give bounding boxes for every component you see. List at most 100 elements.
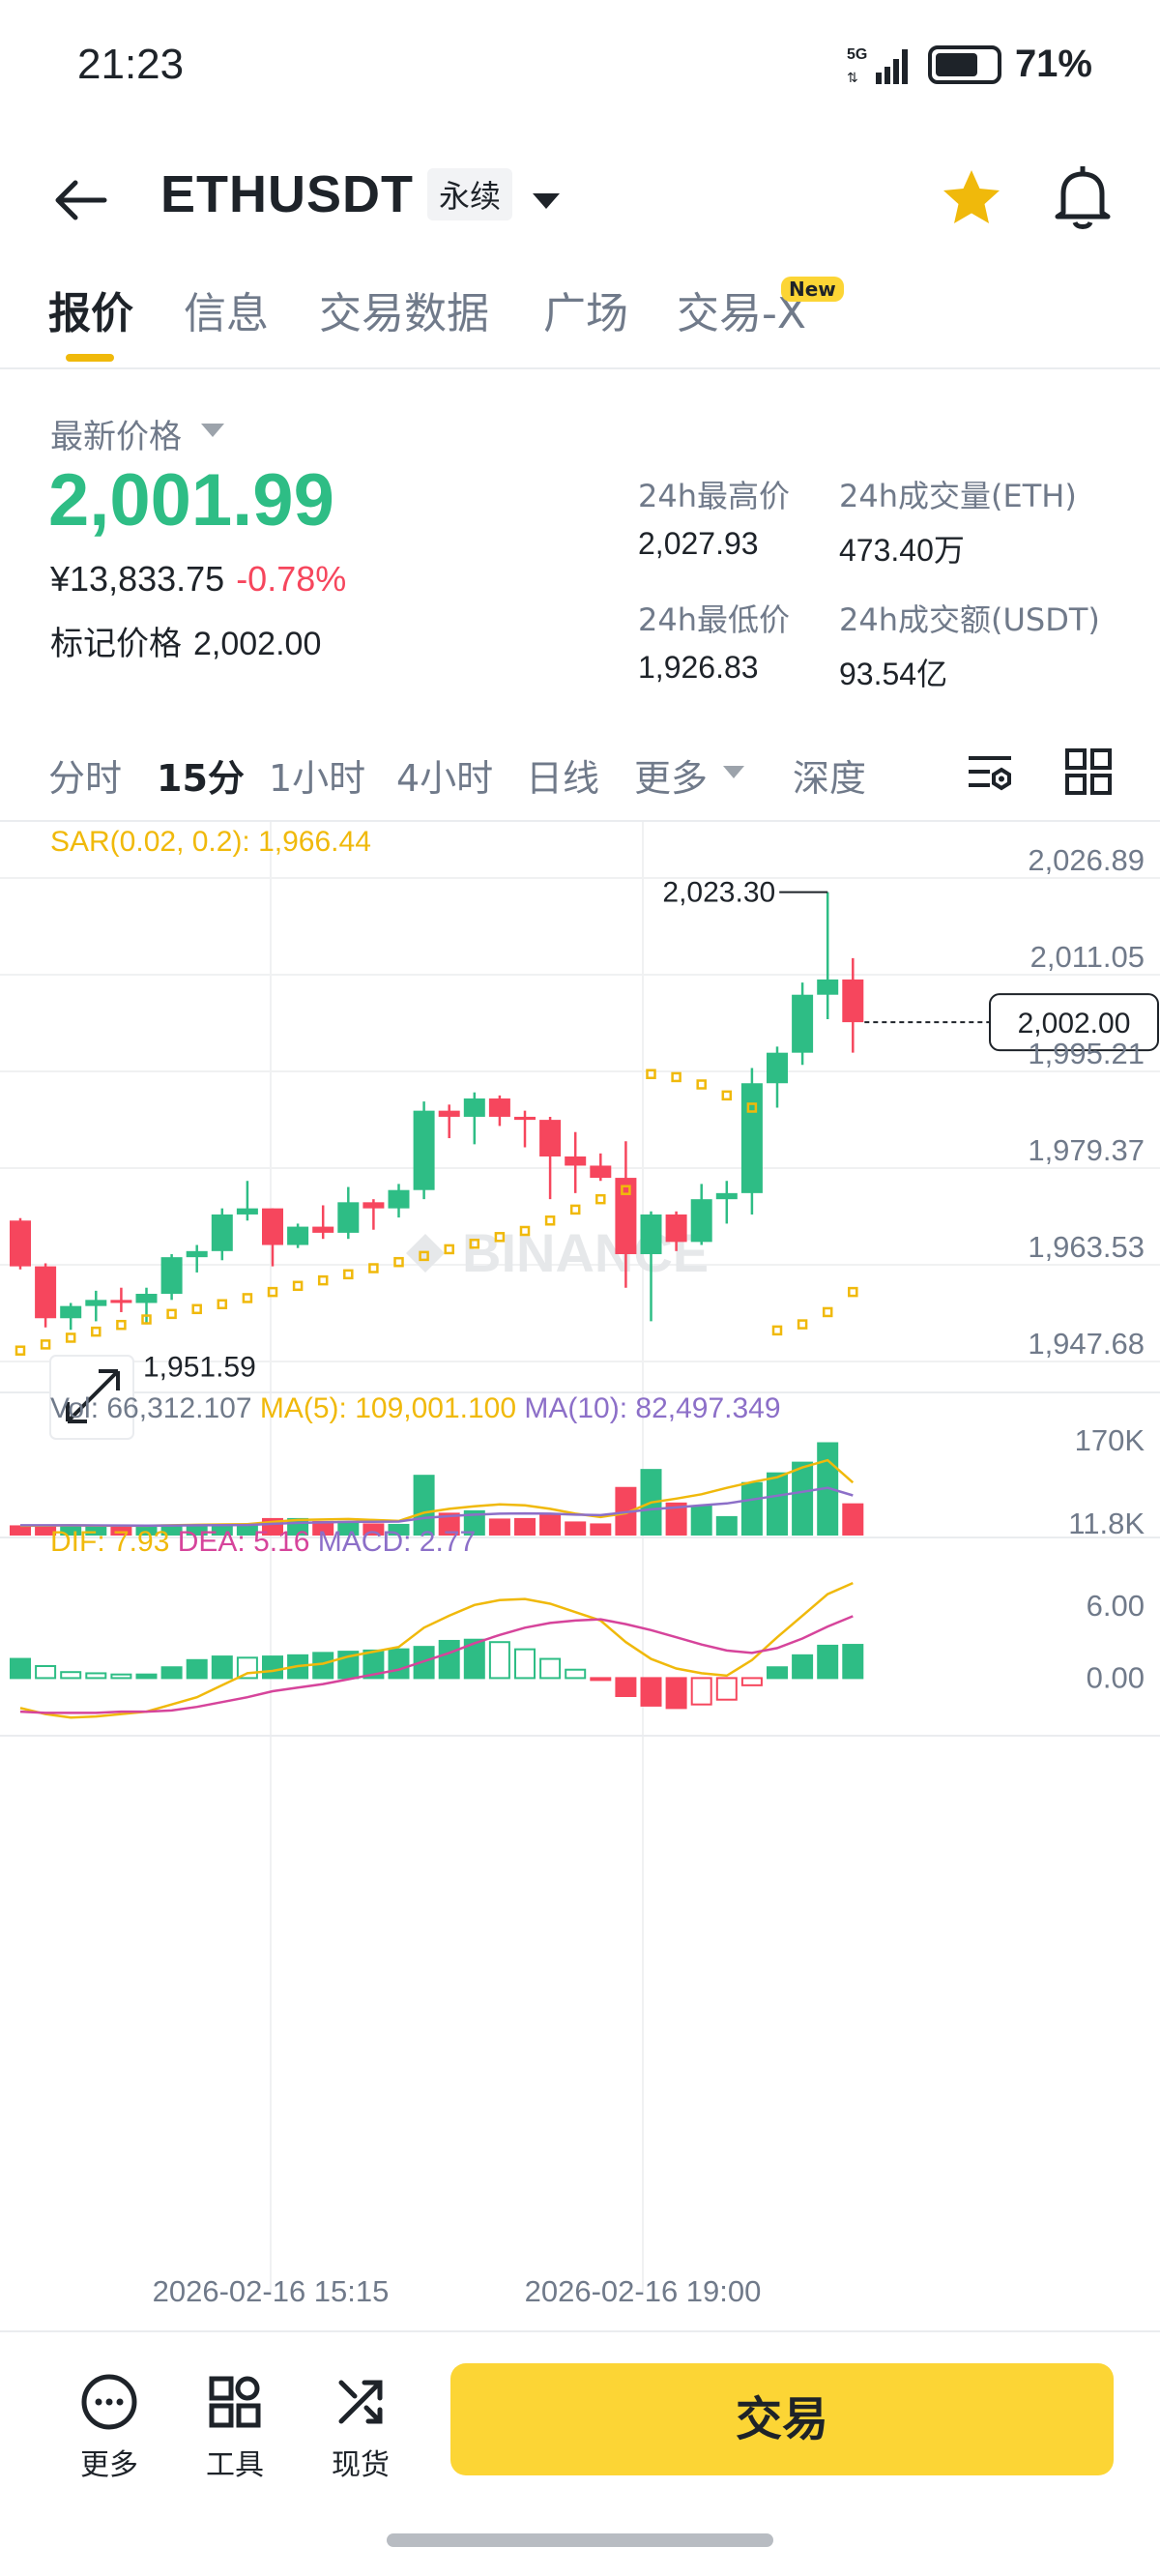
price-summary: 最新价格 2,001.99 ¥13,833.75 -0.78% 标记价格 2,002…: [0, 387, 1160, 706]
price-axis-tick: 2,026.89: [1028, 843, 1145, 877]
sar-dot: [519, 1225, 531, 1237]
active-tab-indicator: [66, 354, 114, 362]
volume-bar: [186, 1524, 208, 1536]
volume-bar: [413, 1475, 435, 1536]
candle-body: [60, 1305, 82, 1319]
candle: [110, 1287, 132, 1312]
tf-line[interactable]: 分时: [48, 757, 123, 800]
tf-4h[interactable]: 4小时: [396, 757, 494, 800]
candle-body: [337, 1202, 360, 1233]
sar-dot: [646, 1068, 656, 1080]
stat-24h-high: 24h最高价 2,027.93: [638, 472, 790, 562]
tf-15m[interactable]: 15分: [157, 757, 245, 800]
price-axis-tick: 1,963.53: [1028, 1230, 1145, 1264]
candle: [85, 1290, 107, 1322]
volume-bar: [514, 1517, 536, 1536]
expand-chart-icon[interactable]: [49, 1355, 134, 1440]
stat-label: 24h最低价: [638, 601, 791, 638]
candle-body: [715, 1192, 738, 1200]
candle: [135, 1287, 158, 1325]
candle-body: [236, 1208, 258, 1215]
tf-more-caret-icon[interactable]: [723, 766, 744, 778]
contract-type-tag: 永续: [427, 168, 513, 220]
svg-text:⇅: ⇅: [847, 71, 858, 86]
sar-dot: [217, 1299, 228, 1309]
sar-dot: [166, 1308, 177, 1320]
change-percent: -0.78%: [236, 559, 347, 599]
kline-chart[interactable]: BINANCE 2,023.30 1,951.59 2,002.00 SAR(0.02…: [0, 822, 1160, 2330]
bell-icon[interactable]: [1044, 159, 1121, 236]
battery-level: [935, 52, 977, 76]
sar-dot: [848, 1286, 858, 1298]
price-axis-tick: 2,011.05: [1030, 940, 1145, 974]
sar-dot: [544, 1215, 556, 1226]
macd-histogram-bar: [35, 1665, 57, 1680]
volume-bar: [740, 1481, 763, 1536]
tab-quote[interactable]: 报价: [48, 289, 133, 338]
layout-grid-icon[interactable]: [1059, 743, 1117, 801]
sar-dot: [494, 1232, 506, 1243]
volume-axis-tick: 11.8K: [1068, 1507, 1145, 1540]
last-price: 2,001.99: [48, 459, 334, 542]
symbol-title[interactable]: ETHUSDT: [160, 165, 414, 223]
latest-price-caret-icon[interactable]: [201, 424, 224, 437]
candle-body: [362, 1202, 385, 1209]
candle: [767, 1046, 788, 1108]
tab-trading-data[interactable]: 交易数据: [319, 289, 489, 338]
candle-body: [186, 1250, 208, 1258]
candle-body: [85, 1300, 107, 1306]
sar-dot: [91, 1326, 102, 1337]
more-icon: [81, 2374, 137, 2430]
candle-body: [514, 1116, 536, 1121]
home-indicator[interactable]: [387, 2533, 773, 2547]
sar-dot: [595, 1193, 606, 1205]
timeframe-bar: 分时 15分 1小时 4小时 日线 更多 深度: [0, 735, 1160, 822]
candle-body: [615, 1178, 637, 1254]
candle-body: [463, 1098, 485, 1117]
symbol-dropdown-icon[interactable]: [527, 182, 566, 220]
latest-price-label[interactable]: 最新价格: [50, 418, 182, 456]
volume-bar: [488, 1518, 510, 1536]
nav-tools[interactable]: 工具: [182, 2371, 288, 2483]
mark-price: 2,002.00: [193, 626, 322, 662]
macd-histogram-bar: [388, 1648, 410, 1680]
mark-price-line: 标记价格 2,002.00: [50, 617, 321, 664]
macd-dea-line: [19, 1615, 854, 1714]
sar-dot: [242, 1293, 253, 1303]
volume-header: Vol: 66,312.107 MA(5): 109,001.100 MA(10…: [50, 1392, 781, 1424]
candle-body: [287, 1226, 309, 1245]
back-arrow-icon[interactable]: [46, 166, 114, 234]
sar-dot: [292, 1280, 304, 1292]
nav-spot[interactable]: 现货: [307, 2371, 414, 2483]
macd-histogram-bar: [842, 1644, 864, 1680]
candle-body: [488, 1098, 510, 1117]
candle: [287, 1223, 309, 1248]
tf-depth[interactable]: 深度: [793, 757, 867, 800]
volume-value: Vol: 66,312.107: [50, 1392, 260, 1424]
tf-1d[interactable]: 日线: [526, 757, 600, 800]
candle: [362, 1199, 385, 1230]
candle: [463, 1092, 485, 1145]
trade-button[interactable]: 交易: [450, 2363, 1114, 2475]
nav-more[interactable]: 更多: [56, 2371, 162, 2483]
stat-label: 24h最高价: [638, 478, 791, 514]
macd-panel: DIF: 7.93 DEA: 5.16 MACD: 2.77: [10, 1526, 864, 1719]
tf-1h[interactable]: 1小时: [269, 757, 366, 800]
tab-info[interactable]: 信息: [184, 289, 269, 338]
candle: [640, 1211, 662, 1322]
favorite-star-icon[interactable]: [938, 164, 1005, 232]
candle: [590, 1153, 612, 1182]
nav-spot-label: 现货: [332, 2448, 390, 2482]
kline-chart-svg[interactable]: BINANCE 2,023.301,951.592,002.00SAR(0.02…: [0, 822, 1160, 2330]
volume-ma10-line: [20, 1486, 854, 1527]
candle-body: [590, 1165, 612, 1179]
sar-dot: [368, 1263, 379, 1273]
tools-icon: [209, 2376, 261, 2428]
candle-body: [135, 1294, 158, 1303]
tab-square[interactable]: 广场: [543, 289, 628, 338]
candle: [236, 1181, 258, 1221]
volume-bar: [842, 1503, 864, 1536]
indicator-settings-icon[interactable]: [961, 743, 1019, 801]
sar-dot: [141, 1314, 152, 1325]
tf-more[interactable]: 更多: [634, 757, 709, 800]
